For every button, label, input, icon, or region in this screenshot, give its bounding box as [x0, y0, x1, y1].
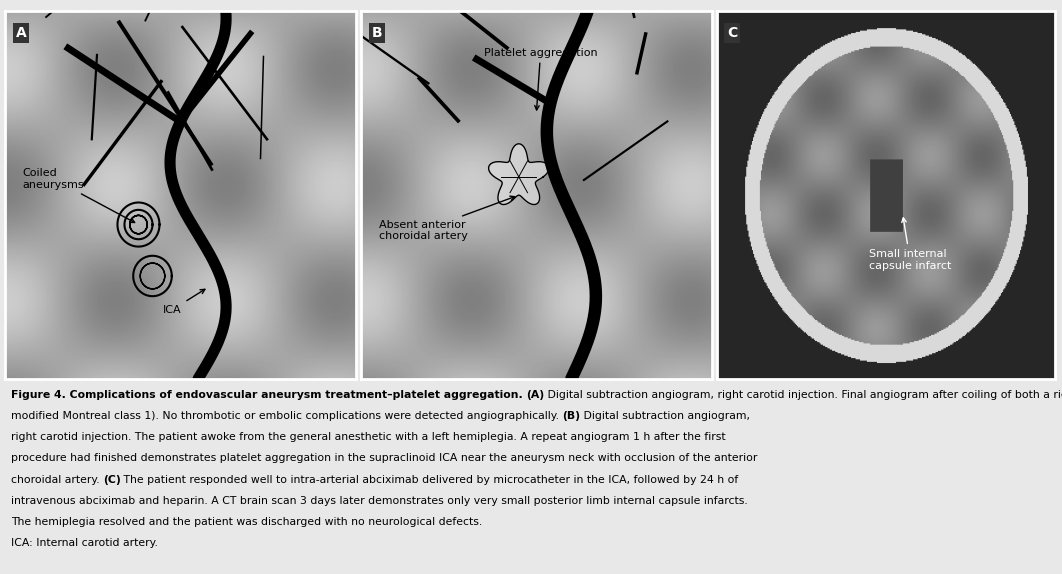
Text: ICA: ICA [164, 289, 205, 315]
Text: right carotid injection. The patient awoke from the general anesthetic with a le: right carotid injection. The patient awo… [11, 432, 725, 443]
Text: Platelet aggregation: Platelet aggregation [484, 48, 597, 110]
Text: choroidal artery.: choroidal artery. [11, 475, 103, 484]
Text: Figure 4. Complications of endovascular aneurysm treatment–platelet aggregation.: Figure 4. Complications of endovascular … [11, 390, 526, 400]
Text: (B): (B) [562, 411, 580, 421]
Polygon shape [489, 144, 549, 204]
Text: Coiled
aneurysms: Coiled aneurysms [23, 168, 135, 223]
Text: The hemiplegia resolved and the patient was discharged with no neurological defe: The hemiplegia resolved and the patient … [11, 517, 482, 527]
Text: A: A [16, 26, 27, 40]
Text: Absent anterior
choroidal artery: Absent anterior choroidal artery [379, 196, 515, 241]
Text: Digital subtraction angiogram,: Digital subtraction angiogram, [580, 411, 750, 421]
Text: The patient responded well to intra-arterial abciximab delivered by microcathete: The patient responded well to intra-arte… [120, 475, 739, 484]
Text: ICA: Internal carotid artery.: ICA: Internal carotid artery. [11, 538, 157, 548]
Text: C: C [727, 26, 737, 40]
Text: modified Montreal class 1). No thrombotic or embolic complications were detected: modified Montreal class 1). No thromboti… [11, 411, 562, 421]
Text: B: B [372, 26, 382, 40]
Text: Small internal
capsule infarct: Small internal capsule infarct [869, 218, 952, 270]
Text: (A): (A) [526, 390, 544, 400]
Text: procedure had finished demonstrates platelet aggregation in the supraclinoid ICA: procedure had finished demonstrates plat… [11, 453, 757, 463]
Text: (C): (C) [103, 475, 120, 484]
Text: Digital subtraction angiogram, right carotid injection. Final angiogram after co: Digital subtraction angiogram, right car… [544, 390, 1062, 400]
Text: intravenous abciximab and heparin. A CT brain scan 3 days later demonstrates onl: intravenous abciximab and heparin. A CT … [11, 496, 748, 506]
